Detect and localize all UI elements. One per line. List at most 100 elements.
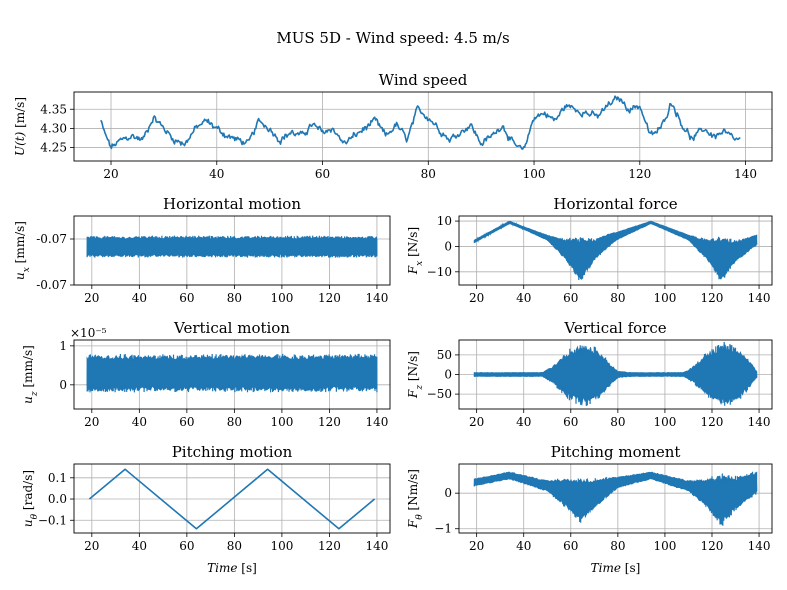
y-axis-label: ux [mm/s]	[13, 221, 32, 280]
x-tick-label: 80	[421, 167, 436, 181]
panel-wind: 20 40 60 80 100 120 140 4.25 4.30 4.35 Wind speed U…	[13, 71, 773, 181]
x-tick-label: 140	[748, 291, 771, 305]
line-vmotion	[86, 353, 378, 393]
panel-title: Vertical force	[563, 319, 666, 337]
x-tick-label: 80	[227, 291, 242, 305]
x-axis-label: Time [s]	[207, 561, 257, 575]
x-tick-label: 140	[365, 539, 388, 553]
x-tick-label: 40	[132, 291, 147, 305]
x-tick-label: 140	[734, 167, 757, 181]
y-tick-label: 4.30	[40, 121, 67, 135]
series-pmotion	[88, 468, 376, 530]
x-tick-label: 40	[132, 539, 147, 553]
x-tick-label: 60	[563, 415, 578, 429]
y-tick-label: 0	[444, 239, 452, 253]
x-tick-label: 20	[84, 291, 99, 305]
series-wind	[100, 95, 741, 150]
axes-frame-wind	[73, 91, 773, 162]
x-tick-label: 60	[563, 291, 578, 305]
y-axis-label: Fθ [Nm/s]	[406, 469, 425, 529]
panel-title: Pitching motion	[172, 443, 293, 461]
y-tick-label: 0.1	[48, 471, 67, 485]
x-tick-label: 140	[748, 539, 771, 553]
line-wind	[100, 95, 741, 150]
panel-title: Vertical motion	[173, 319, 290, 337]
y-tick-label: -0.07	[36, 232, 67, 246]
x-tick-label: 60	[179, 415, 194, 429]
axis-multiplier: ×10⁻⁵	[70, 326, 107, 340]
panel-vmotion: 20 40 60 80 100 120 140 0 1 Vertical motion uz [mm…	[21, 319, 391, 429]
x-tick-label: 40	[516, 291, 531, 305]
x-tick-label: 40	[209, 167, 224, 181]
y-tick-label: 10	[437, 214, 452, 228]
panel-hforce: 20 40 60 80 100 120 140 −10 0 10 Horizontal force F…	[406, 195, 773, 305]
x-tick-label: 40	[516, 539, 531, 553]
series-vmotion	[86, 353, 378, 393]
axes-frame-pmotion	[73, 463, 391, 534]
x-tick-label: 100	[523, 167, 546, 181]
panel-pmotion: 20 40 60 80 100 120 140 −0.1 0.0 0.1 Pitching moti…	[21, 443, 391, 575]
x-tick-label: 100	[270, 415, 293, 429]
series-hforce	[473, 220, 758, 281]
line-hforce	[473, 220, 758, 281]
x-tick-label: 60	[563, 539, 578, 553]
y-tick-label: −0.1	[38, 513, 67, 527]
panel-title: Wind speed	[379, 71, 468, 89]
y-tick-label: 0.0	[48, 492, 67, 506]
y-tick-label: 0	[444, 486, 452, 500]
x-tick-label: 80	[227, 539, 242, 553]
figure-title: MUS 5D - Wind speed: 4.5 m/s	[276, 29, 509, 47]
y-tick-label: 0	[444, 368, 452, 382]
panel-title: Pitching moment	[551, 443, 681, 461]
x-tick-label: 20	[103, 167, 118, 181]
series-pmoment	[473, 471, 758, 526]
x-tick-label: 80	[610, 415, 625, 429]
series-hmotion	[86, 235, 378, 258]
x-tick-label: 20	[469, 415, 484, 429]
panel-pmoment: 20 40 60 80 100 120 140 −1 0 Pitching moment Fθ [N…	[406, 443, 773, 575]
x-tick-label: 140	[365, 415, 388, 429]
line-hmotion	[86, 235, 378, 258]
x-tick-label: 100	[653, 415, 676, 429]
x-tick-label: 80	[610, 291, 625, 305]
x-tick-label: 100	[270, 291, 293, 305]
y-tick-label: −50	[427, 387, 452, 401]
y-axis-label: uz [mm/s]	[21, 345, 40, 404]
x-tick-label: 120	[318, 539, 341, 553]
axes-frame-hforce	[458, 215, 773, 286]
y-axis-label: Fz [N/s]	[406, 351, 425, 399]
x-tick-label: 80	[227, 415, 242, 429]
x-tick-label: 120	[318, 291, 341, 305]
y-tick-label: 50	[437, 348, 452, 362]
y-tick-label: 4.35	[40, 102, 67, 116]
y-tick-label: 1	[59, 339, 67, 353]
axes-frame-hmotion	[73, 215, 391, 286]
y-axis-label: uθ [rad/s]	[21, 470, 40, 527]
y-tick-label: 4.25	[40, 141, 67, 155]
panel-title: Horizontal force	[553, 195, 677, 213]
x-axis-label: Time [s]	[591, 561, 641, 575]
axes-frame-vmotion	[73, 339, 391, 410]
x-tick-label: 120	[701, 539, 724, 553]
x-tick-label: 140	[365, 291, 388, 305]
x-tick-label: 120	[701, 415, 724, 429]
line-pmoment	[473, 471, 758, 526]
x-tick-label: 60	[179, 539, 194, 553]
y-tick-label: 0	[59, 378, 67, 392]
x-tick-label: 100	[653, 539, 676, 553]
x-tick-label: 40	[132, 415, 147, 429]
x-tick-label: 120	[628, 167, 651, 181]
x-tick-label: 120	[318, 415, 341, 429]
x-tick-label: 80	[610, 539, 625, 553]
y-axis-label: U(t) [m/s]	[13, 97, 27, 156]
x-tick-label: 40	[516, 415, 531, 429]
x-tick-label: 20	[469, 291, 484, 305]
x-tick-label: 20	[469, 539, 484, 553]
y-axis-label: Fx [N/s]	[406, 227, 425, 275]
line-pmotion	[88, 468, 376, 530]
x-tick-label: 100	[653, 291, 676, 305]
y-tick-label: −10	[427, 265, 452, 279]
x-tick-label: 60	[315, 167, 330, 181]
